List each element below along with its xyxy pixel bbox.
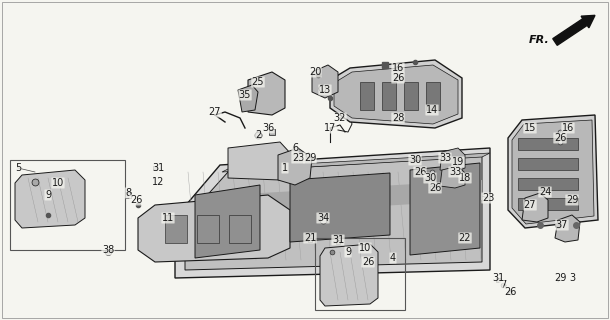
Bar [426,82,440,110]
Text: 24: 24 [539,187,551,197]
Bar [518,178,578,190]
Text: FR.: FR. [529,35,550,45]
Polygon shape [522,193,548,222]
Text: 17: 17 [324,123,336,133]
Polygon shape [15,170,85,228]
Text: 6: 6 [292,143,298,153]
Text: 21: 21 [304,233,316,243]
Text: 19: 19 [452,157,464,167]
Text: 1: 1 [282,163,288,173]
Polygon shape [222,153,490,172]
Polygon shape [512,120,594,224]
Text: 16: 16 [562,123,574,133]
Polygon shape [508,115,598,228]
Polygon shape [290,173,390,242]
FancyArrow shape [553,15,595,45]
Text: 15: 15 [524,123,536,133]
Text: 22: 22 [459,233,472,243]
Text: 27: 27 [209,107,221,117]
Text: 26: 26 [130,195,142,205]
Text: 33: 33 [449,167,461,177]
Text: 30: 30 [409,155,421,165]
Text: 4: 4 [390,253,396,263]
Text: 33: 33 [439,153,451,163]
Text: 18: 18 [459,173,471,183]
Text: 37: 37 [556,220,568,230]
Text: 14: 14 [426,105,438,115]
Polygon shape [238,85,258,112]
Text: 10: 10 [52,178,64,188]
Text: 16: 16 [392,63,404,73]
Text: 2: 2 [255,130,261,140]
Text: 31: 31 [332,235,344,245]
Polygon shape [175,148,490,278]
Bar [518,138,578,150]
Text: 26: 26 [362,257,374,267]
Text: 23: 23 [292,153,304,163]
Bar [404,82,418,110]
Text: 31: 31 [492,273,504,283]
Polygon shape [440,148,465,172]
Polygon shape [440,166,465,188]
Text: 38: 38 [102,245,114,255]
Text: 30: 30 [424,173,436,183]
Polygon shape [278,148,312,185]
Bar [518,198,578,210]
Bar [10,160,125,250]
Text: 7: 7 [500,280,506,290]
Text: 31: 31 [152,163,164,173]
Text: 26: 26 [504,287,516,297]
Polygon shape [248,72,285,115]
Polygon shape [312,65,338,98]
Bar [315,238,405,310]
Text: 23: 23 [482,193,494,203]
Text: 29: 29 [304,153,316,163]
Bar [165,215,187,243]
Polygon shape [228,142,292,180]
Text: 3: 3 [569,273,575,283]
Bar [229,215,251,243]
Text: 13: 13 [319,85,331,95]
Text: 11: 11 [162,213,174,223]
Text: 35: 35 [239,90,251,100]
Text: 29: 29 [554,273,566,283]
Polygon shape [555,215,580,242]
Text: 10: 10 [359,243,371,253]
Text: 9: 9 [45,190,51,200]
Text: 26: 26 [554,133,566,143]
Polygon shape [320,244,378,306]
Text: 5: 5 [15,163,21,173]
Text: 34: 34 [317,213,329,223]
Bar [197,215,219,243]
Polygon shape [185,156,482,270]
Polygon shape [195,185,260,258]
Text: 25: 25 [252,77,264,87]
Text: 29: 29 [566,195,578,205]
Text: 27: 27 [524,200,536,210]
Bar [360,82,374,110]
Text: 32: 32 [334,113,346,123]
Polygon shape [185,180,482,250]
Text: 26: 26 [392,73,404,83]
Polygon shape [330,60,462,128]
Text: 26: 26 [429,183,441,193]
Bar [382,82,396,110]
Bar [518,158,578,170]
Text: 26: 26 [414,167,426,177]
Text: 28: 28 [392,113,404,123]
Text: 9: 9 [345,247,351,257]
Text: 12: 12 [152,177,164,187]
Polygon shape [410,163,480,255]
Text: 8: 8 [125,188,131,198]
Text: 20: 20 [309,67,321,77]
Polygon shape [334,65,458,124]
Polygon shape [138,195,290,262]
Text: 36: 36 [262,123,274,133]
